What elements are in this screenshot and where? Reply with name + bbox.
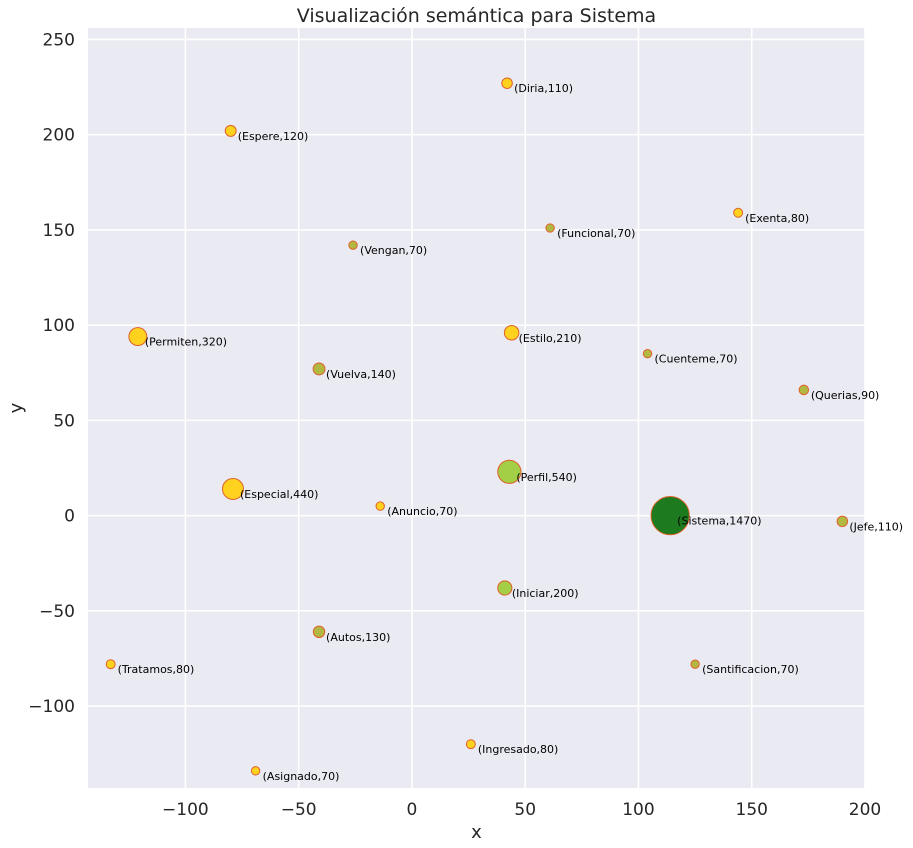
point-funcional	[545, 223, 555, 233]
x-tick-label: −50	[281, 800, 317, 820]
point-label-cuenteme: (Cuenteme,70)	[655, 353, 738, 366]
point-ingresado	[465, 739, 476, 750]
plot-background	[88, 28, 865, 788]
point-cuenteme	[642, 349, 653, 359]
x-tick-label: 200	[849, 800, 881, 820]
point-asignado	[250, 766, 261, 776]
x-tick-label: 100	[622, 800, 654, 820]
point-label-estilo: (Estilo,210)	[519, 332, 582, 345]
point-santificacion	[690, 659, 700, 669]
x-tick-label: 150	[736, 800, 768, 820]
y-tick-label: 250	[43, 30, 75, 50]
point-label-funcional: (Funcional,70)	[557, 227, 635, 240]
x-tick-label: 50	[514, 800, 536, 820]
x-tick-labels: −100 −50 0 50 100 150 200	[162, 800, 881, 820]
x-tick-label: 0	[407, 800, 418, 820]
point-exenta	[733, 207, 744, 218]
y-tick-label: 150	[43, 221, 75, 241]
y-tick-label: −50	[39, 602, 75, 622]
point-label-anuncio: (Anuncio,70)	[387, 505, 457, 518]
point-label-ingresado: (Ingresado,80)	[478, 743, 559, 756]
data-points	[105, 77, 849, 776]
point-label-espere: (Espere,120)	[238, 130, 309, 143]
point-anuncio	[375, 501, 385, 511]
point-label-querias: (Querias,90)	[811, 389, 880, 402]
point-label-jefe: (Jefe,110)	[849, 520, 903, 533]
point-sistema	[650, 495, 690, 536]
x-tick-label: −100	[162, 800, 209, 820]
point-label-tratamos: (Tratamos,80)	[118, 663, 195, 676]
point-tratamos	[105, 659, 116, 670]
point-espere	[224, 124, 237, 137]
y-tick-label: 100	[43, 316, 75, 336]
grid-lines	[88, 28, 866, 788]
point-iniciar	[497, 580, 513, 596]
point-label-sistema: (Sistema,1470)	[677, 515, 761, 528]
y-axis-label: y	[6, 402, 27, 413]
point-label-santificacion: (Santificacion,70)	[702, 663, 799, 676]
point-perfil	[497, 459, 522, 484]
point-label-exenta: (Exenta,80)	[745, 212, 809, 225]
point-estilo	[503, 325, 520, 341]
point-label-permiten: (Permiten,320)	[145, 336, 227, 349]
point-permiten	[128, 327, 148, 347]
point-label-asignado: (Asignado,70)	[263, 770, 340, 783]
point-label-especial: (Especial,440)	[240, 488, 318, 501]
y-tick-label: 200	[43, 126, 75, 146]
point-label-vuelva: (Vuelva,140)	[326, 368, 396, 381]
x-axis-label: x	[471, 822, 482, 843]
point-label-autos: (Autos,130)	[326, 631, 390, 644]
point-especial	[221, 477, 244, 500]
point-jefe	[836, 515, 849, 528]
point-vengan	[348, 240, 358, 250]
point-vuelva	[312, 362, 326, 376]
y-tick-label: 0	[64, 507, 75, 527]
point-label-vengan: (Vengan,70)	[360, 244, 427, 257]
point-querias	[798, 384, 810, 396]
chart-title: Visualización semántica para Sistema	[297, 5, 656, 27]
point-label-iniciar: (Iniciar,200)	[512, 587, 579, 600]
y-tick-labels: −100 −50 0 50 100 150 200 250	[28, 30, 75, 717]
point-autos	[312, 625, 326, 639]
y-tick-label: −100	[28, 697, 75, 717]
point-label-diria: (Diria,110)	[514, 82, 573, 95]
point-labels: (Diria,110) (Espere,120) (Exenta,80) (Funci…	[118, 82, 903, 783]
point-label-perfil: (Perfil,540)	[516, 471, 577, 484]
y-tick-label: 50	[53, 411, 75, 431]
point-diria	[501, 77, 513, 89]
